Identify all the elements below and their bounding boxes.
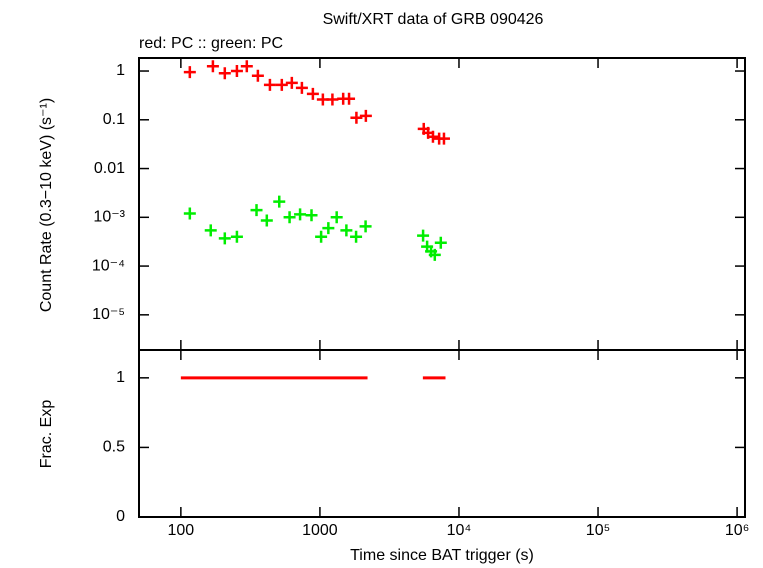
data-point [183,207,196,220]
data-point [434,236,447,249]
x-tick-label: 1000 [302,522,338,539]
data-point [285,76,298,89]
data-point [183,66,196,79]
y-tick-label: 0.01 [94,160,125,177]
data-point [350,111,363,124]
data-point [251,69,264,82]
data-point [294,208,307,221]
data-point [283,211,296,224]
data-point [250,204,263,217]
data-point [306,87,319,100]
y-axis-label: Count Rate (0.3−10 keV) (s⁻¹) [38,98,55,312]
plot-frame [138,349,746,518]
data-point [322,222,335,235]
y-tick-label: 0.5 [103,439,125,456]
y-tick-label: 0.1 [103,111,125,128]
x-tick-label: 10⁴ [447,522,472,539]
y-tick-label: 1 [116,62,125,79]
data-point [330,211,343,224]
data-point [305,209,318,222]
data-point [295,81,308,94]
chart-subtitle: red: PC :: green: PC [139,35,283,52]
y-axis-label: Frac. Exp [38,400,55,469]
data-point [428,248,441,261]
data-point [263,78,276,91]
data-point [260,214,273,227]
y-tick-label: 10⁻⁴ [92,257,125,274]
data-point [206,60,219,73]
data-point [359,109,372,122]
data-point [275,78,288,91]
data-point [230,65,243,78]
x-axis-label: Time since BAT trigger (s) [350,547,534,564]
data-point [426,130,439,143]
chart-title: Swift/XRT data of GRB 090426 [323,11,544,28]
data-point [326,93,339,106]
data-point [218,67,231,80]
x-tick-label: 10⁵ [586,522,610,539]
data-point [218,232,231,245]
data-point [359,220,372,233]
x-tick-label: 10⁶ [725,522,749,539]
y-tick-label: 1 [116,369,125,386]
data-point [240,60,253,73]
data-point [437,132,450,145]
data-point [343,92,356,105]
data-point [273,195,286,208]
data-point [350,230,363,243]
data-point [230,230,243,243]
data-point [315,230,328,243]
data-point [417,229,430,242]
plot-frame [138,57,746,351]
data-point [340,224,353,237]
x-tick-label: 100 [168,522,195,539]
data-point [204,224,217,237]
y-tick-label: 0 [116,508,125,525]
y-tick-label: 10⁻⁵ [92,306,125,323]
y-tick-label: 10⁻³ [93,209,125,226]
